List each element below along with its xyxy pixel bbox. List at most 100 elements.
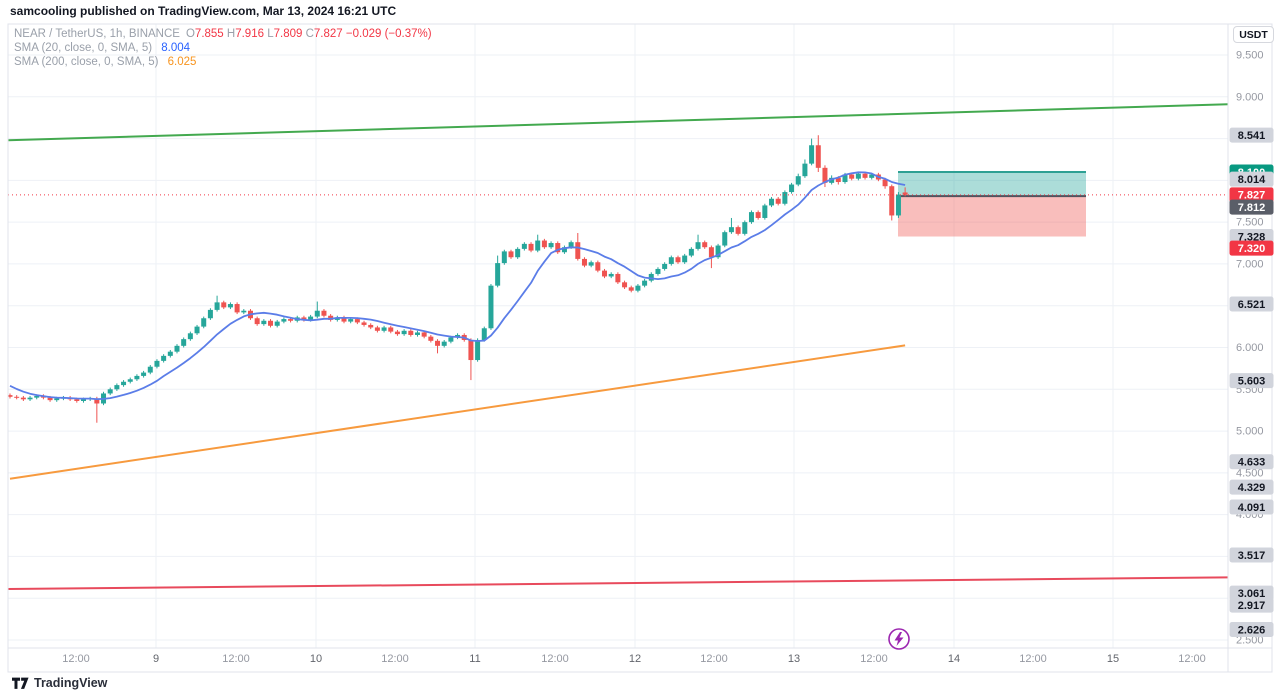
price-axis-label: 5.000 (1236, 426, 1264, 438)
candle-body (648, 273, 654, 281)
sma200-value: 6.025 (167, 56, 197, 68)
candle-body (241, 310, 247, 313)
candle-body (521, 243, 527, 249)
candle-body (20, 397, 26, 400)
price-badge (1229, 240, 1274, 256)
low-label: L (267, 28, 274, 40)
price-badge (1229, 296, 1274, 312)
candle-body (134, 375, 140, 380)
candle-body (769, 198, 775, 206)
candle-body (421, 332, 427, 337)
candle-body (354, 319, 360, 323)
price-axis-label: 6.000 (1236, 342, 1264, 354)
candle-body (849, 174, 855, 179)
open-label: O (185, 28, 195, 40)
candle-body (748, 212, 754, 223)
candle-body (147, 366, 153, 373)
candle-body (74, 399, 80, 401)
candle-body (795, 176, 801, 185)
indicator-row-sma200: SMA (200, close, 0, SMA, 5) 6.025 (14, 55, 432, 69)
price-badge (1229, 187, 1274, 203)
candle-body (495, 263, 501, 286)
candle-body (608, 273, 614, 277)
price-badge-text: 3.061 (1238, 588, 1266, 600)
price-badge-text: 2.626 (1238, 624, 1266, 636)
candle-body (261, 320, 267, 325)
candle-body (268, 320, 274, 326)
price-badge-text: 4.633 (1238, 457, 1266, 469)
candle-body (468, 339, 474, 361)
candle-body (742, 222, 748, 234)
time-axis-label: 12:00 (381, 653, 409, 665)
price-badge (1229, 199, 1274, 215)
high-value: 7.916 (235, 28, 264, 40)
price-badge (1229, 547, 1274, 563)
time-axis-label: 12:00 (541, 653, 569, 665)
candle-body (141, 372, 147, 376)
candle-body (414, 332, 420, 335)
currency-unit-button[interactable]: USDT (1233, 26, 1274, 43)
candle-body (14, 396, 20, 398)
candle-body (234, 304, 240, 313)
candle-body (902, 192, 908, 195)
candle-body (561, 247, 567, 253)
candle-body (341, 317, 347, 322)
candle-body (54, 398, 60, 401)
price-badge (1229, 229, 1274, 245)
price-badge-text: 8.014 (1238, 174, 1266, 186)
candle-body (194, 326, 200, 334)
symbol-title: NEAR / TetherUS, 1h, BINANCE (14, 28, 180, 40)
tradingview-logo-link[interactable]: TradingView (12, 676, 107, 690)
price-badge (1229, 597, 1274, 613)
time-axis-day-label: 13 (788, 653, 800, 665)
price-axis-label: 2.500 (1236, 635, 1264, 647)
candle-body (802, 163, 808, 177)
candle-body (127, 379, 133, 382)
candle-body (361, 322, 367, 325)
candle-body (481, 328, 487, 340)
candle-body (829, 177, 835, 183)
price-badge-text: 7.320 (1238, 243, 1266, 255)
candle-body (321, 310, 327, 316)
candle-body (675, 257, 681, 263)
candle-body (528, 243, 534, 251)
candle-body (121, 381, 127, 386)
candle-body (435, 340, 441, 346)
candle-body (107, 389, 113, 394)
candle-body (508, 251, 514, 258)
price-badge-text: 7.827 (1238, 190, 1266, 202)
candle-body (288, 319, 294, 321)
time-axis-day-label: 15 (1107, 653, 1119, 665)
chart-legend: NEAR / TetherUS, 1h, BINANCE O7.855 H7.91… (14, 27, 432, 69)
candle-body (581, 258, 587, 266)
candle-body (722, 232, 728, 246)
candle-body (775, 198, 781, 204)
supply-zone (898, 172, 1086, 197)
candle-body (7, 395, 13, 397)
candle-body (181, 339, 187, 346)
candle-body (762, 205, 768, 218)
price-axis-label: 7.500 (1236, 217, 1264, 229)
candle-body (682, 255, 688, 263)
candle-body (575, 242, 581, 259)
candle-body (815, 145, 821, 168)
candle-body (602, 270, 608, 277)
candle-body (274, 321, 280, 326)
candle-body (789, 184, 795, 193)
time-axis-label: 12:00 (1019, 653, 1047, 665)
tradingview-logo-icon (12, 677, 29, 689)
open-value: 7.855 (194, 28, 224, 40)
price-badge-text: 4.329 (1238, 482, 1266, 494)
time-axis-day-label: 11 (469, 653, 480, 665)
candle-body (555, 243, 561, 253)
candle-body (615, 273, 621, 283)
time-axis-day-label: 12 (629, 653, 641, 665)
candle-body (201, 318, 207, 327)
price-axis-label: 4.500 (1236, 467, 1264, 479)
candle-body (348, 319, 354, 322)
tradingview-logo-text: TradingView (34, 676, 108, 690)
price-badge (1229, 127, 1274, 143)
candle-body (174, 345, 180, 352)
